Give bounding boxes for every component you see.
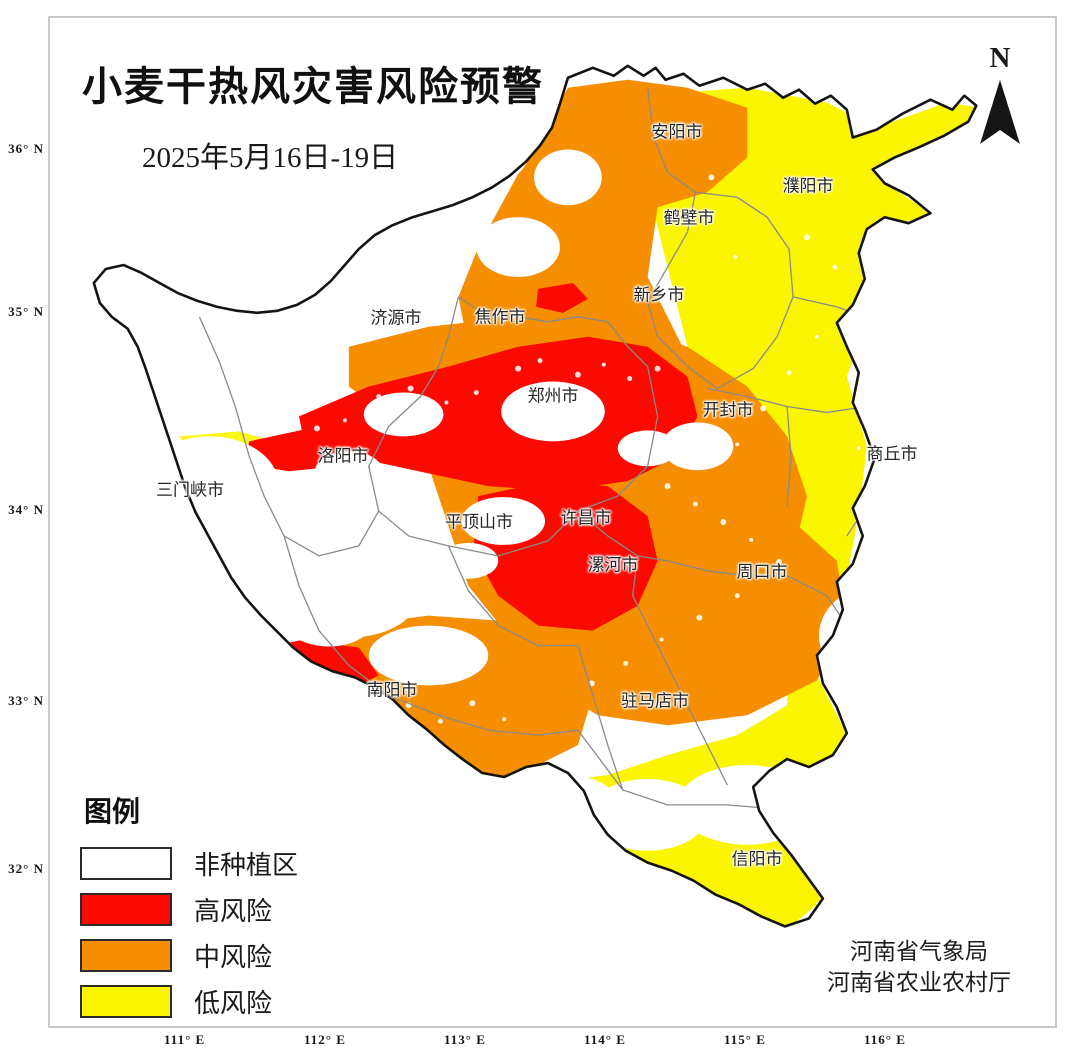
x-axis-tick-label: 114° E xyxy=(584,1032,626,1047)
province-outline xyxy=(92,64,978,928)
x-axis-tick-label: 116° E xyxy=(864,1032,906,1047)
city-label: 焦作市 xyxy=(474,307,526,327)
legend-item: 中风险 xyxy=(80,936,360,974)
legend-item: 高风险 xyxy=(80,890,360,928)
page-title: 小麦干热风灾害风险预警 xyxy=(82,65,544,109)
legend-swatch xyxy=(80,846,172,880)
x-axis-tick-label: 113° E xyxy=(444,1032,486,1047)
y-axis-tick-label: 32° N xyxy=(8,861,44,876)
legend-label: 中风险 xyxy=(194,941,273,972)
legend-swatch xyxy=(80,892,172,926)
legend-item: 低风险 xyxy=(80,982,360,1020)
north-arrow: N xyxy=(970,44,1030,149)
y-axis-tick-label: 33° N xyxy=(8,693,44,708)
city-label: 三门峡市 xyxy=(156,480,224,500)
city-label: 许昌市 xyxy=(560,508,612,528)
city-label: 安阳市 xyxy=(651,122,703,142)
city-label: 濮阳市 xyxy=(782,176,834,196)
city-label: 郑州市 xyxy=(527,386,579,406)
city-label: 开封市 xyxy=(702,400,754,420)
legend-swatch xyxy=(80,984,172,1018)
city-label: 新乡市 xyxy=(633,285,685,305)
city-labels-layer: 安阳市濮阳市鹤壁市新乡市济源市 焦作市郑州市开封市商丘市 洛阳市三门峡市平顶山市 许昌… xyxy=(50,18,1055,1026)
x-axis-tick-label: 111° E xyxy=(164,1032,206,1047)
y-axis-tick-label: 36° N xyxy=(8,141,44,156)
legend-label: 高风险 xyxy=(194,895,273,926)
city-label: 驻马店市 xyxy=(621,691,689,711)
y-axis-tick-label: 34° N xyxy=(8,502,44,517)
city-label: 周口市 xyxy=(736,562,788,582)
page-subtitle: 2025年5月16日-19日 xyxy=(142,142,399,174)
legend-title: 图例 xyxy=(84,796,141,827)
city-label: 商丘市 xyxy=(866,444,918,464)
y-axis-tick-label: 35° N xyxy=(8,304,44,319)
legend-item: 非种植区 xyxy=(80,844,360,882)
city-label: 漯河市 xyxy=(587,555,639,575)
legend: 图例 非种植区高风险中风险低风险 xyxy=(80,790,360,1028)
city-label: 济源市 xyxy=(370,308,422,328)
attribution-line-1: 河南省气象局 xyxy=(850,939,988,965)
city-label: 平顶山市 xyxy=(445,512,513,532)
city-label: 洛阳市 xyxy=(317,446,369,466)
prefecture-borders-layer xyxy=(198,87,878,821)
legend-label: 低风险 xyxy=(194,987,273,1018)
legend-label: 非种植区 xyxy=(194,849,299,880)
city-label: 信阳市 xyxy=(731,849,783,869)
city-label: 鹤壁市 xyxy=(663,208,715,228)
henan-risk-map xyxy=(92,64,978,928)
attribution-line-2: 河南省农业农村厅 xyxy=(827,969,1011,995)
x-axis-tick-label: 112° E xyxy=(304,1032,346,1047)
legend-swatch xyxy=(80,938,172,972)
map-frame: 安阳市濮阳市鹤壁市新乡市济源市 焦作市郑州市开封市商丘市 洛阳市三门峡市平顶山市 许昌… xyxy=(48,16,1057,1028)
attribution: 河南省气象局 河南省农业农村厅 xyxy=(827,937,1011,998)
north-arrow-icon xyxy=(980,80,1020,144)
city-label: 南阳市 xyxy=(366,680,418,700)
x-axis-tick-label: 115° E xyxy=(724,1032,766,1047)
north-letter: N xyxy=(989,42,1011,74)
